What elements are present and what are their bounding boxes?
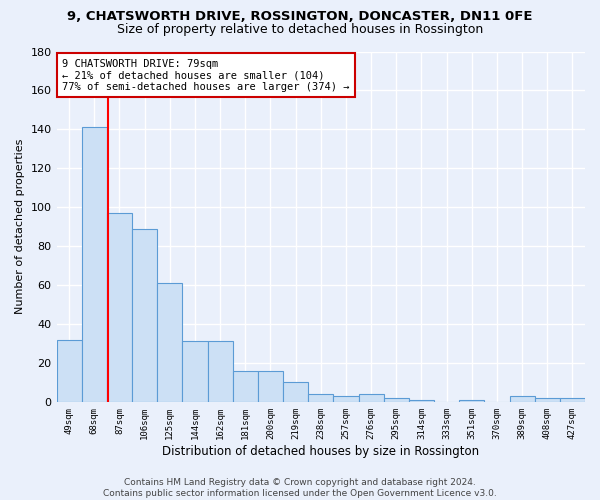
Bar [560,398,585,402]
Bar [334,396,359,402]
Bar [359,394,383,402]
Bar [283,382,308,402]
Text: Size of property relative to detached houses in Rossington: Size of property relative to detached ho… [117,22,483,36]
Bar [383,398,409,402]
Bar [459,400,484,402]
Text: 9, CHATSWORTH DRIVE, ROSSINGTON, DONCASTER, DN11 0FE: 9, CHATSWORTH DRIVE, ROSSINGTON, DONCAST… [67,10,533,23]
Text: 9 CHATSWORTH DRIVE: 79sqm
← 21% of detached houses are smaller (104)
77% of semi: 9 CHATSWORTH DRIVE: 79sqm ← 21% of detac… [62,58,349,92]
X-axis label: Distribution of detached houses by size in Rossington: Distribution of detached houses by size … [162,444,479,458]
Bar [258,370,283,402]
Bar [56,340,82,402]
Bar [208,342,233,402]
Bar [157,283,182,402]
Bar [308,394,334,402]
Bar [107,213,132,402]
Bar [509,396,535,402]
Bar [409,400,434,402]
Bar [233,370,258,402]
Bar [182,342,208,402]
Bar [132,228,157,402]
Y-axis label: Number of detached properties: Number of detached properties [15,139,25,314]
Bar [535,398,560,402]
Text: Contains HM Land Registry data © Crown copyright and database right 2024.
Contai: Contains HM Land Registry data © Crown c… [103,478,497,498]
Bar [82,128,107,402]
